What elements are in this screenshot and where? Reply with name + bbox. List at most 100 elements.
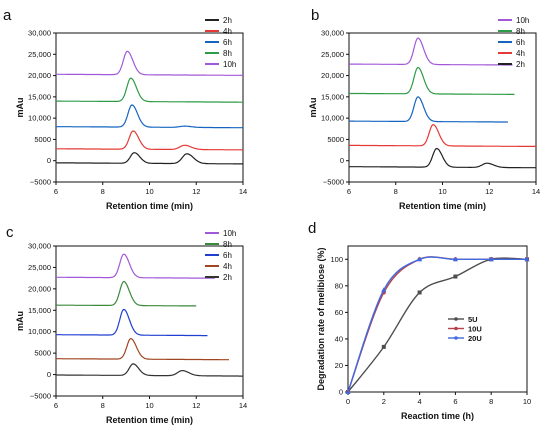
x-axis-label: Retention time (min) xyxy=(106,201,193,211)
y-tick-label: 10,000 xyxy=(28,327,51,336)
trace-2h xyxy=(349,147,536,169)
legend-label-10U: 10U xyxy=(468,325,482,334)
x-tick-label: 10 xyxy=(145,401,153,410)
x-tick-label: 14 xyxy=(532,187,540,196)
legend-label-4h: 4h xyxy=(516,49,525,58)
y-tick-label: 5000 xyxy=(34,349,51,358)
y-tick-label: 25,000 xyxy=(28,263,51,272)
y-tick-label: 25,000 xyxy=(28,50,51,59)
x-tick-label: 0 xyxy=(346,397,350,406)
trace-8h xyxy=(56,77,243,103)
y-tick-label: 20 xyxy=(335,361,343,370)
y-tick-label: 25,000 xyxy=(321,50,344,59)
x-tick-label: 12 xyxy=(485,187,493,196)
y-axis-label: mAu xyxy=(15,311,25,331)
x-axis-label: Reaction time (h) xyxy=(401,411,474,421)
trace-8h xyxy=(56,280,197,307)
point-20U xyxy=(381,287,387,292)
x-tick-label: 14 xyxy=(239,401,247,410)
legend-marker-10U xyxy=(454,326,458,331)
y-tick-label: 30,000 xyxy=(321,29,344,38)
curve-10U xyxy=(347,256,527,393)
trace-6h xyxy=(349,96,508,123)
x-tick-label: 14 xyxy=(239,187,247,196)
x-tick-label: 12 xyxy=(192,401,200,410)
point-20U xyxy=(345,389,351,394)
trace-2h xyxy=(56,363,243,377)
legend-label-8h: 8h xyxy=(223,240,232,249)
x-tick-label: 10 xyxy=(145,187,153,196)
y-tick-label: −5000 xyxy=(323,178,344,187)
point-20U xyxy=(488,256,494,262)
trace-10h xyxy=(56,253,215,279)
x-tick-label: 4 xyxy=(418,397,422,406)
panel-a: a 6 8 10 12 14 −5000 0 5000 10,000 15,000 20,000 25,… xyxy=(3,7,247,211)
x-tick-label: 8 xyxy=(101,187,105,196)
legend-label-10h: 10h xyxy=(223,229,236,238)
y-tick-label: 5000 xyxy=(327,135,344,144)
legend-label-8h: 8h xyxy=(516,27,525,36)
legend-label-6h: 6h xyxy=(223,38,232,47)
y-tick-label: 40 xyxy=(335,334,343,343)
y-tick-label: 15,000 xyxy=(28,306,51,315)
curve-5U xyxy=(347,257,528,393)
trace-8h xyxy=(349,66,515,96)
y-tick-label: 10,000 xyxy=(321,114,344,123)
point-20U xyxy=(417,256,423,262)
x-tick-label: 12 xyxy=(192,187,200,196)
panel-label-a: a xyxy=(3,7,12,24)
y-tick-label: 5000 xyxy=(34,135,51,144)
trace-6h xyxy=(56,104,243,129)
legend-label-2h: 2h xyxy=(223,16,232,25)
y-tick-label: 0 xyxy=(339,388,343,397)
trace-4h xyxy=(56,337,229,361)
y-tick-label: 15,000 xyxy=(321,92,344,101)
y-tick-label: 20,000 xyxy=(28,284,51,293)
x-tick-label: 2 xyxy=(382,397,386,406)
legend-label-5U: 5U xyxy=(468,315,478,324)
trace-10h xyxy=(56,50,243,77)
plot-frame xyxy=(348,32,537,183)
legend-label-6h: 6h xyxy=(223,251,232,260)
x-axis-label: Retention time (min) xyxy=(106,415,193,425)
legend-marker-20U xyxy=(454,336,458,340)
x-tick-label: 6 xyxy=(54,401,58,410)
plot-frame xyxy=(55,245,244,397)
trace-6h xyxy=(56,308,208,337)
y-axis-label: mAu xyxy=(308,98,318,118)
y-tick-label: 0 xyxy=(47,370,51,379)
x-tick-label: 6 xyxy=(453,397,457,406)
y-tick-label: 80 xyxy=(335,281,343,290)
y-tick-label: −5000 xyxy=(30,178,51,187)
trace-4h xyxy=(349,123,537,148)
x-tick-label: 6 xyxy=(54,187,58,196)
point-20U xyxy=(524,256,530,262)
plot-frame xyxy=(55,32,244,183)
x-tick-label: 8 xyxy=(489,397,493,406)
point-5U xyxy=(417,290,422,295)
y-tick-label: 0 xyxy=(47,156,51,165)
x-tick-label: 10 xyxy=(438,187,446,196)
y-tick-label: 10,000 xyxy=(28,114,51,123)
y-tick-label: −5000 xyxy=(30,392,51,401)
y-tick-label: 100 xyxy=(330,255,343,264)
x-tick-label: 10 xyxy=(523,397,531,406)
point-5U xyxy=(453,274,458,279)
panel-label-b: b xyxy=(311,7,319,24)
legend-marker-5U xyxy=(454,317,458,321)
y-axis-label: mAu xyxy=(15,98,25,118)
y-tick-label: 20,000 xyxy=(28,71,51,80)
panel-b: b 6 8 10 12 14 −5000 0 5000 10,000 15,000 20,000 25,… xyxy=(308,7,540,211)
y-tick-label: 60 xyxy=(335,308,343,317)
panel-label-c: c xyxy=(6,224,14,241)
legend-label-20U: 20U xyxy=(468,334,482,343)
legend-label-10h: 10h xyxy=(223,60,236,69)
y-tick-label: 30,000 xyxy=(28,29,51,38)
panel-c: c 6 8 10 12 14 −5000 0 5000 10,000 15,000 20,000 25,… xyxy=(6,224,247,425)
y-tick-label: 20,000 xyxy=(321,71,344,80)
legend-label-2h: 2h xyxy=(516,60,525,69)
plot-frame xyxy=(347,245,528,393)
legend-label-10h: 10h xyxy=(516,16,529,25)
